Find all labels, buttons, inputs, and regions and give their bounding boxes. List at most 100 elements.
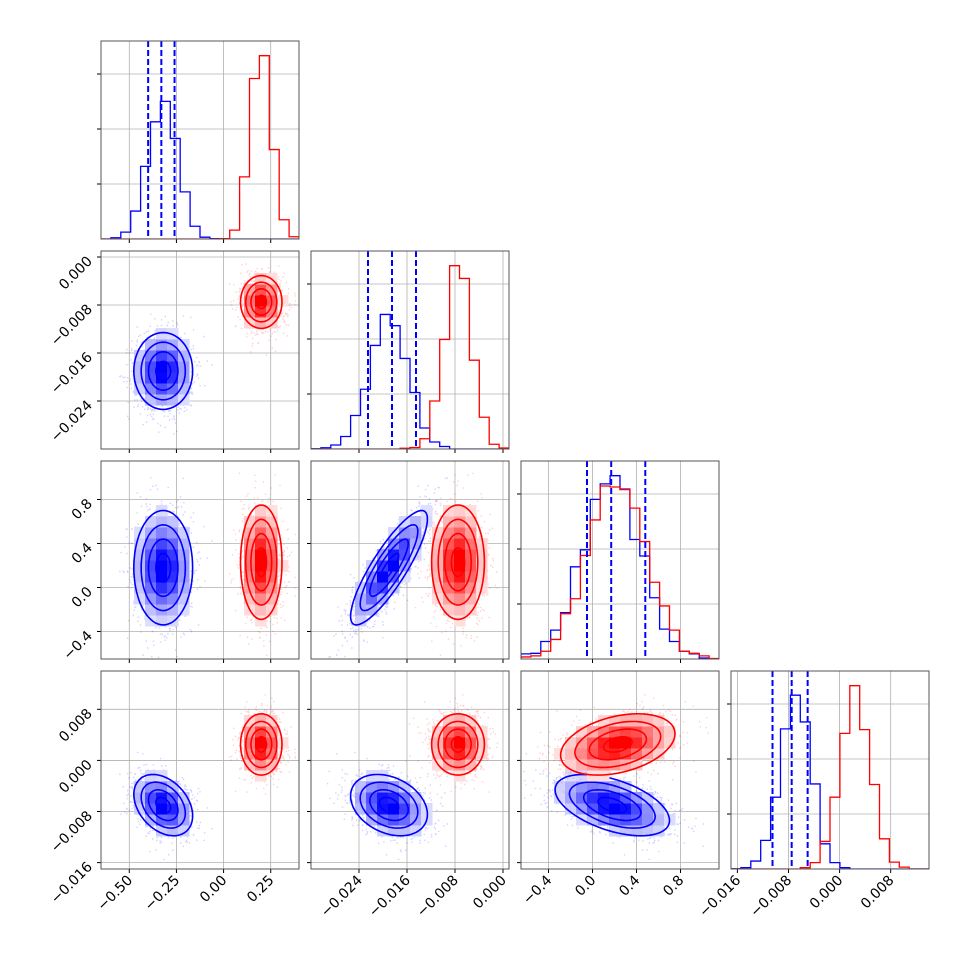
- density-bin: [266, 284, 278, 296]
- density-bin: [134, 582, 146, 594]
- density-bin: [156, 516, 168, 528]
- density-bin: [156, 803, 168, 815]
- contour-series-0: [132, 773, 194, 837]
- density-bin: [620, 781, 632, 793]
- density-bin: [134, 549, 146, 561]
- density-bin: [410, 792, 422, 804]
- y-tick-label: 0.000: [56, 254, 96, 294]
- contour-series-0: [378, 796, 400, 814]
- density-bin: [388, 803, 400, 815]
- density-bin: [653, 825, 665, 837]
- density-bin: [565, 759, 577, 771]
- density-bin: [134, 593, 146, 605]
- density-bin: [156, 328, 168, 340]
- contour-series-1: [255, 547, 268, 578]
- density-bin: [565, 748, 577, 760]
- density-bin: [145, 593, 157, 605]
- x-tick-label: −0.016: [696, 872, 744, 920]
- density-bin: [145, 538, 157, 550]
- density-bin: [476, 737, 488, 749]
- density-bin: [244, 306, 256, 318]
- density-bin: [244, 317, 256, 329]
- density-bin: [377, 571, 389, 583]
- density-bin: [178, 538, 190, 550]
- density-bin: [145, 770, 157, 782]
- density-bin: [587, 770, 599, 782]
- density-bin: [167, 593, 179, 605]
- contour-series-0: [378, 552, 400, 583]
- panel-frame: [310, 670, 510, 870]
- y-tick-label: 0.000: [56, 757, 96, 797]
- panel-3-0: −0.016−0.008 0.000 0.008 −0.50 −0.25 0.00 0.25: [48, 670, 300, 915]
- density-bin: [156, 361, 168, 373]
- density-bin: [454, 593, 466, 605]
- density-bin: [565, 737, 577, 749]
- density-bin: [598, 814, 610, 826]
- density-bin: [266, 306, 278, 318]
- density-bin: [631, 759, 643, 771]
- contour-series-0: [568, 781, 657, 829]
- density-bin: [145, 361, 157, 373]
- density-bin: [388, 538, 400, 550]
- contour-series-1: [437, 518, 479, 606]
- density-bin: [399, 527, 411, 539]
- y-tick-label: −0.024: [48, 397, 96, 445]
- contour-series-0: [140, 341, 187, 401]
- density-bin: [609, 726, 621, 738]
- density-bin: [609, 792, 621, 804]
- density-bin: [410, 516, 422, 528]
- density-bin: [377, 781, 389, 793]
- density-bin: [255, 295, 267, 307]
- density-bin: [266, 505, 278, 517]
- density-bin: [355, 615, 367, 627]
- y-tick-label: −0.016: [48, 859, 96, 907]
- density-bin: [266, 604, 278, 616]
- x-tick-label: −0.024: [318, 872, 366, 920]
- density-bin: [598, 770, 610, 782]
- density-bin: [145, 372, 157, 384]
- density-bin: [255, 593, 267, 605]
- density-bin: [399, 538, 411, 550]
- density-bin: [156, 781, 168, 793]
- contour-series-1: [559, 712, 676, 776]
- density-bin: [266, 582, 278, 594]
- density-bin: [465, 715, 477, 727]
- contour-series-1: [450, 547, 466, 578]
- density-bin: [255, 317, 267, 329]
- density-bin: [167, 383, 179, 395]
- density-bin: [576, 748, 588, 760]
- density-bin: [377, 825, 389, 837]
- y-tick-label: −0.016: [48, 349, 96, 397]
- density-bin: [178, 383, 190, 395]
- density-bin: [587, 781, 599, 793]
- density-bin: [145, 560, 157, 572]
- density-bin: [266, 571, 278, 583]
- density-bin: [266, 726, 278, 738]
- density-bin: [255, 538, 267, 550]
- density-bin: [244, 582, 256, 594]
- density-bin: [443, 549, 455, 561]
- panel-2-0: −0.4 0.0 0.4 0.8: [60, 460, 300, 663]
- density-bin: [134, 560, 146, 572]
- density-bin: [255, 604, 267, 616]
- panel-3-1: −0.024 −0.016 −0.008 0.000: [307, 670, 510, 920]
- density-bin: [587, 759, 599, 771]
- density-bin: [178, 394, 190, 406]
- histogram-series-1: [521, 485, 719, 659]
- density-bin: [377, 582, 389, 594]
- panel-frame: [730, 670, 930, 870]
- density-bin: [134, 571, 146, 583]
- density-bin: [134, 372, 146, 384]
- density-bin: [565, 803, 577, 815]
- density-bin: [653, 814, 665, 826]
- contour-series-0: [155, 360, 172, 382]
- density-bin: [377, 814, 389, 826]
- density-bin: [244, 295, 256, 307]
- density-bin: [167, 803, 179, 815]
- density-bin: [598, 715, 610, 727]
- density-bin: [465, 582, 477, 594]
- density-bin: [432, 538, 444, 550]
- density-bin: [609, 825, 621, 837]
- x-tick-label: −0.50: [94, 873, 136, 915]
- density-bin: [277, 560, 289, 572]
